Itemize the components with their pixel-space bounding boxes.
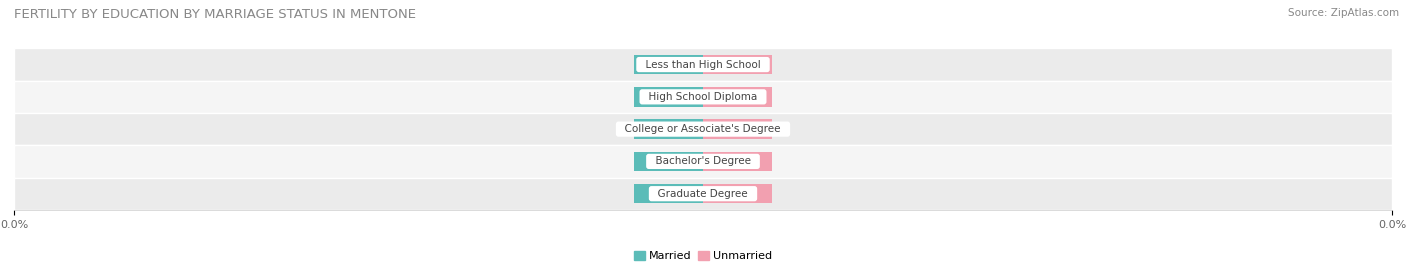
Text: College or Associate's Degree: College or Associate's Degree [619,124,787,134]
Bar [703,119,772,139]
Text: Bachelor's Degree: Bachelor's Degree [648,156,758,167]
Text: FERTILITY BY EDUCATION BY MARRIAGE STATUS IN MENTONE: FERTILITY BY EDUCATION BY MARRIAGE STATU… [14,8,416,21]
Text: High School Diploma: High School Diploma [643,92,763,102]
Bar [703,184,772,203]
Bar [703,152,772,171]
Bar [634,119,703,139]
Bar [14,48,1392,81]
Text: 0.0%: 0.0% [724,156,751,167]
Bar [14,178,1392,210]
Text: Less than High School: Less than High School [638,59,768,70]
Text: 0.0%: 0.0% [655,189,682,199]
Text: 0.0%: 0.0% [724,189,751,199]
Text: Graduate Degree: Graduate Degree [651,189,755,199]
Text: 0.0%: 0.0% [655,92,682,102]
Bar [634,55,703,74]
Bar [14,81,1392,113]
Bar [14,145,1392,178]
Text: 0.0%: 0.0% [724,92,751,102]
Text: 0.0%: 0.0% [655,59,682,70]
Bar [703,55,772,74]
Bar [634,184,703,203]
Bar [14,113,1392,145]
Text: 0.0%: 0.0% [655,156,682,167]
Text: Source: ZipAtlas.com: Source: ZipAtlas.com [1288,8,1399,18]
Bar [634,152,703,171]
Text: 0.0%: 0.0% [655,124,682,134]
Text: 0.0%: 0.0% [724,59,751,70]
Bar [634,87,703,107]
Legend: Married, Unmarried: Married, Unmarried [630,246,776,266]
Bar [703,87,772,107]
Text: 0.0%: 0.0% [724,124,751,134]
